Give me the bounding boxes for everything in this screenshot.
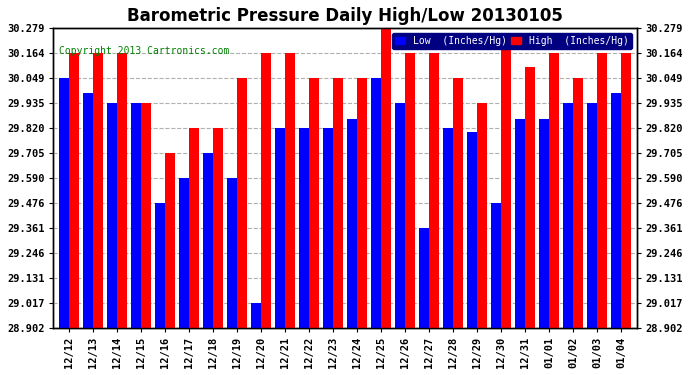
Bar <box>155 203 165 328</box>
Legend: Low  (Inches/Hg), High  (Inches/Hg): Low (Inches/Hg), High (Inches/Hg) <box>392 33 631 49</box>
Bar <box>251 303 261 328</box>
Bar <box>179 178 189 328</box>
Bar <box>611 93 621 328</box>
Bar <box>443 128 453 328</box>
Bar <box>285 53 295 328</box>
Bar <box>549 53 559 328</box>
Bar <box>189 128 199 328</box>
Bar <box>501 41 511 328</box>
Bar <box>141 103 151 328</box>
Bar <box>357 78 367 328</box>
Bar <box>563 103 573 328</box>
Bar <box>237 78 247 328</box>
Bar <box>309 78 319 328</box>
Bar <box>213 128 223 328</box>
Bar <box>93 53 103 328</box>
Bar <box>261 53 271 328</box>
Bar <box>131 103 141 328</box>
Text: Copyright 2013 Cartronics.com: Copyright 2013 Cartronics.com <box>59 46 230 56</box>
Bar <box>491 203 501 328</box>
Bar <box>381 28 391 328</box>
Bar <box>587 103 597 328</box>
Bar <box>405 53 415 328</box>
Bar <box>419 228 429 328</box>
Bar <box>525 67 535 328</box>
Bar <box>347 119 357 328</box>
Bar <box>69 53 79 328</box>
Bar <box>621 53 631 328</box>
Bar <box>203 153 213 328</box>
Bar <box>515 119 525 328</box>
Bar <box>333 78 343 328</box>
Bar <box>165 153 175 328</box>
Bar <box>477 103 487 328</box>
Bar <box>395 103 405 328</box>
Bar <box>597 53 607 328</box>
Bar <box>323 128 333 328</box>
Bar <box>107 103 117 328</box>
Bar <box>299 128 309 328</box>
Bar <box>227 178 237 328</box>
Bar <box>275 128 285 328</box>
Bar <box>467 132 477 328</box>
Bar <box>59 78 69 328</box>
Bar <box>83 93 93 328</box>
Bar <box>539 119 549 328</box>
Bar <box>429 53 439 328</box>
Bar <box>453 78 463 328</box>
Bar <box>573 78 583 328</box>
Title: Barometric Pressure Daily High/Low 20130105: Barometric Pressure Daily High/Low 20130… <box>127 7 563 25</box>
Bar <box>117 53 127 328</box>
Bar <box>371 78 381 328</box>
